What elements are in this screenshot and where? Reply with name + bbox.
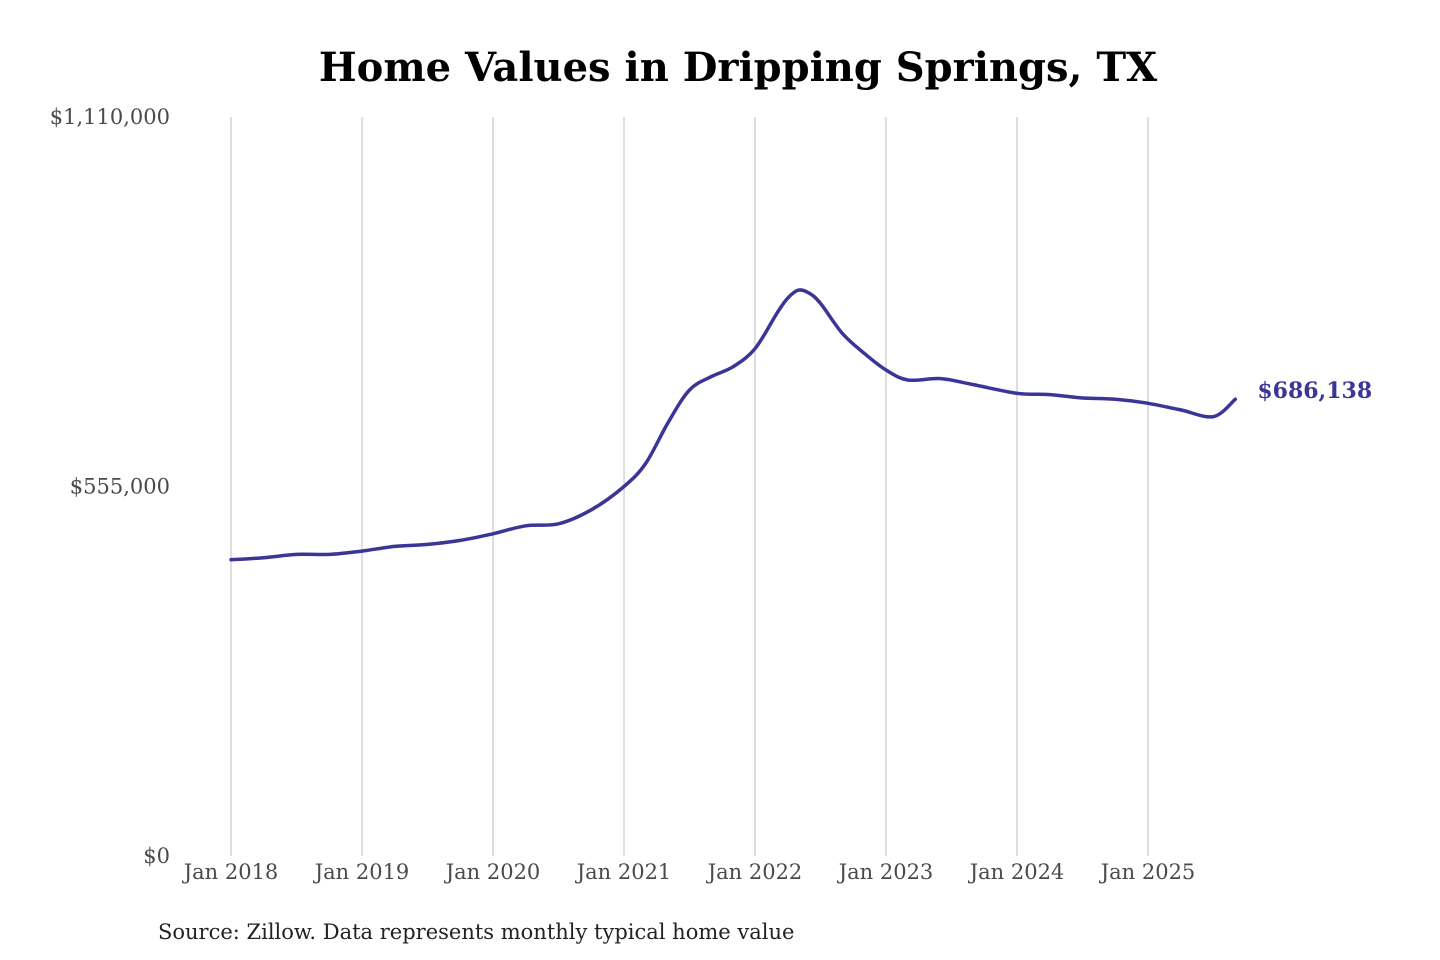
y-axis-ticks: $1,110,000 $555,000 $0 [50,105,170,868]
x-tick-label: Jan 2018 [182,860,279,884]
x-axis-ticks: Jan 2018 Jan 2019 Jan 2020 Jan 2021 Jan 2022… [182,860,1196,884]
x-tick-label: Jan 2023 [837,860,934,884]
y-tick-label: $555,000 [70,475,170,499]
x-tick-label: Jan 2020 [444,860,541,884]
vertical-grid [230,117,1149,856]
chart-title: Home Values in Dripping Springs, TX [319,44,1157,91]
x-tick-label: Jan 2019 [313,860,410,884]
last-value-label: $686,138 [1257,378,1372,404]
source-note: Source: Zillow. Data represents monthly … [158,920,794,944]
home-value-line [229,288,1238,562]
y-tick-label: $0 [143,844,170,868]
x-tick-label: Jan 2025 [1099,860,1196,884]
x-tick-label: Jan 2022 [706,860,803,884]
x-tick-label: Jan 2024 [968,860,1065,884]
x-tick-label: Jan 2021 [575,860,672,884]
y-tick-label: $1,110,000 [50,105,170,129]
